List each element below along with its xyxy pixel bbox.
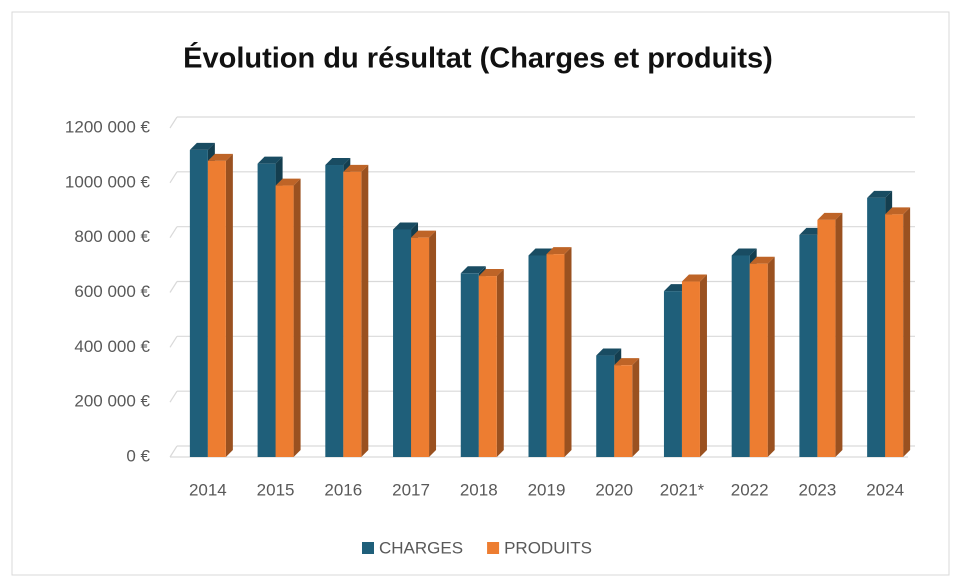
bar-top: [731, 248, 757, 256]
bar: [189, 149, 208, 457]
legend-swatch: [362, 542, 374, 554]
x-tick-label: 2015: [257, 480, 295, 499]
bar: [885, 214, 904, 457]
bar-top: [681, 274, 707, 282]
grid-line-depth: [169, 390, 178, 403]
x-tick-label: 2021*: [660, 480, 705, 499]
y-tick-label: 400 000 €: [74, 337, 150, 356]
bar: [207, 160, 226, 457]
y-tick-label: 600 000 €: [74, 282, 150, 301]
bar: [275, 185, 294, 457]
bar: [663, 291, 682, 457]
bar-top: [867, 190, 893, 198]
y-tick-label: 0 €: [126, 446, 150, 465]
bar: [478, 276, 497, 457]
bar-side: [429, 230, 437, 457]
bar-side: [632, 358, 640, 457]
bar: [731, 255, 750, 457]
bar: [546, 254, 565, 457]
x-tick-label: 2022: [731, 480, 769, 499]
bar-side: [903, 207, 911, 457]
bar-side: [361, 164, 369, 457]
bar: [460, 273, 479, 457]
bar-top: [189, 142, 215, 150]
bar-side: [699, 274, 707, 457]
x-tick-label: 2020: [595, 480, 633, 499]
bar-top: [596, 348, 622, 356]
bar-top: [325, 158, 351, 166]
bar: [817, 219, 836, 457]
grid-line-depth: [169, 226, 178, 238]
bar: [393, 229, 412, 457]
bar-top: [257, 156, 283, 164]
bar: [411, 237, 430, 457]
x-tick-label: 2023: [798, 480, 836, 499]
bar-top: [411, 230, 437, 238]
y-tick-label: 200 000 €: [74, 392, 150, 411]
grid-line-depth: [169, 171, 178, 184]
bar-side: [835, 212, 843, 457]
bar-top: [460, 266, 486, 274]
grid-line-depth: [169, 281, 178, 293]
y-tick-label: 1200 000 €: [65, 117, 151, 136]
x-tick-label: 2024: [866, 480, 904, 499]
bar-top: [207, 153, 233, 161]
y-tick-label: 800 000 €: [74, 227, 150, 246]
x-tick-label: 2014: [189, 480, 227, 499]
x-tick-label: 2017: [392, 480, 430, 499]
bar-side: [225, 153, 233, 457]
bar: [325, 165, 344, 457]
bar: [681, 281, 700, 457]
bar-top: [546, 247, 572, 255]
bar: [614, 365, 633, 457]
x-tick-label: 2018: [460, 480, 498, 499]
bar: [596, 355, 615, 457]
bar-side: [767, 256, 775, 457]
bar: [867, 197, 886, 457]
grid-line-depth: [169, 445, 178, 458]
bar-side: [564, 247, 572, 457]
y-tick-label: 1000 000 €: [65, 172, 151, 191]
x-tick-label: 2016: [324, 480, 362, 499]
bar: [343, 171, 362, 457]
bar: [799, 234, 818, 457]
bar-side: [496, 269, 504, 457]
bar-top: [749, 256, 775, 264]
bar-top: [275, 178, 301, 186]
legend-label: CHARGES: [379, 538, 463, 557]
bar-top: [478, 269, 504, 277]
bar-side: [293, 178, 301, 457]
grid-line-depth: [169, 116, 178, 129]
bar: [749, 263, 768, 457]
legend-swatch: [487, 542, 500, 554]
legend-label: PRODUITS: [504, 538, 592, 557]
x-tick-label: 2019: [528, 480, 566, 499]
bar-top: [343, 164, 369, 172]
chart-title: Évolution du résultat (Charges et produi…: [183, 41, 773, 75]
bar: [257, 163, 276, 457]
bar: [528, 255, 547, 457]
grid-line-depth: [169, 336, 178, 348]
bar-top: [885, 207, 911, 215]
bar-top: [614, 358, 640, 366]
bar-top: [817, 212, 843, 220]
bar-top: [393, 222, 419, 230]
